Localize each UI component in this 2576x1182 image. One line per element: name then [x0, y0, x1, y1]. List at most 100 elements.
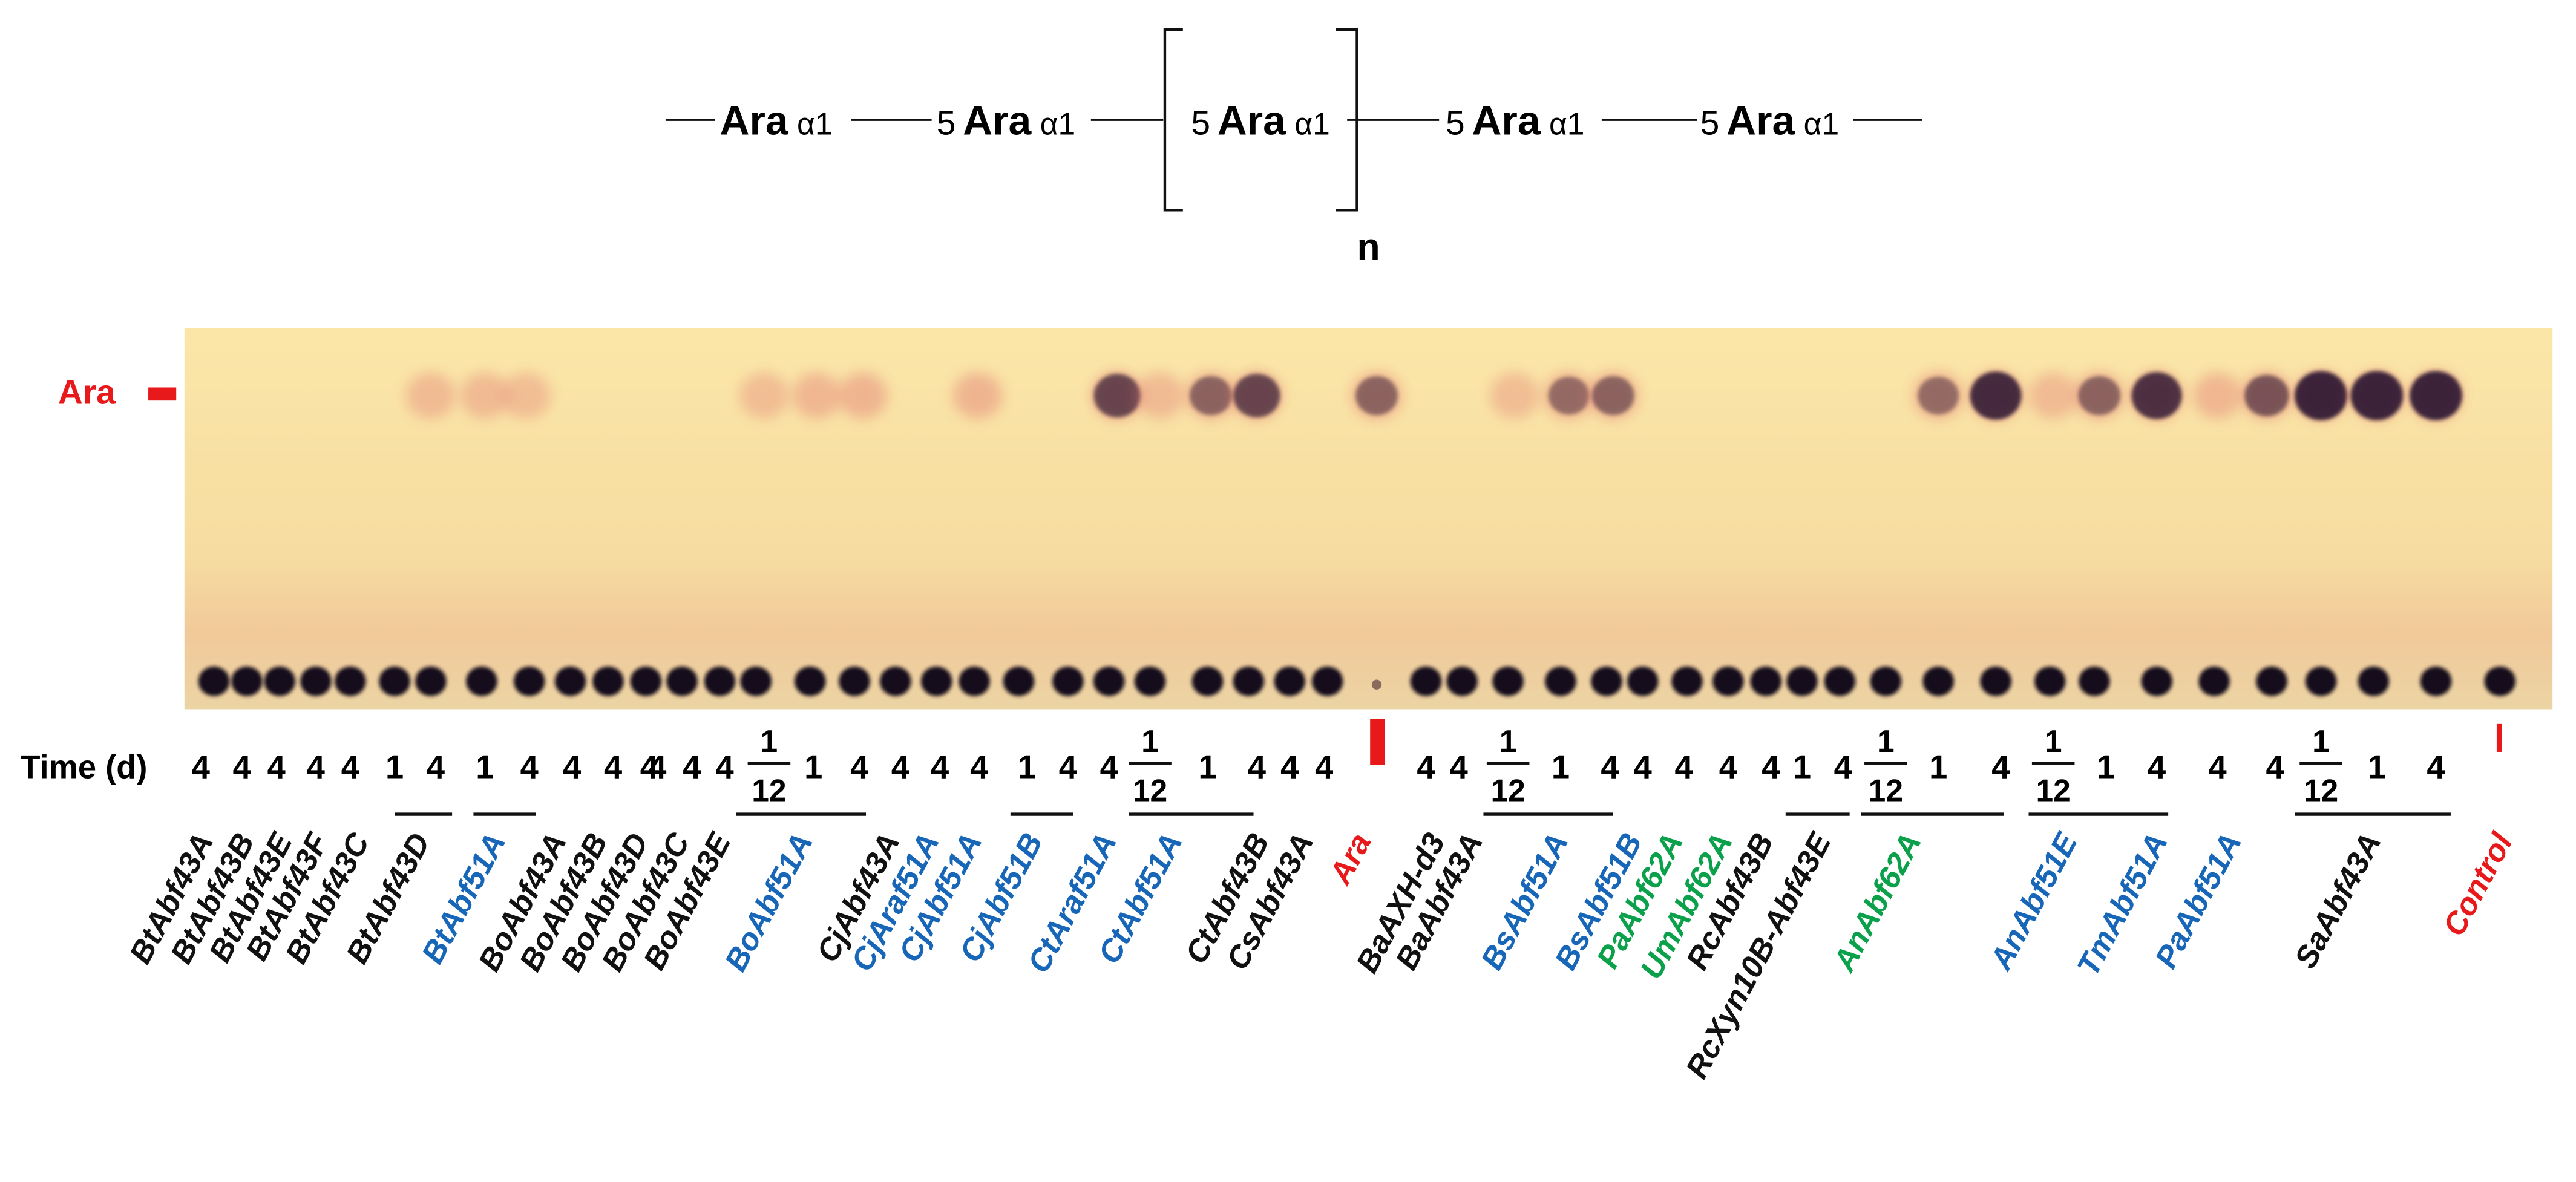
origin-spot — [1311, 666, 1343, 696]
time-value: 4 — [307, 748, 325, 785]
origin-spot — [839, 666, 870, 696]
residue: Ara — [963, 99, 1032, 144]
sample-labels: BtAbf43ABtAbf43BBtAbf43EBtAbf43FBtAbf43C… — [122, 826, 2520, 1084]
ara-spot-halo — [2028, 373, 2078, 419]
fraction-numerator: 1 — [1141, 723, 1159, 759]
ara-spot-halo — [501, 373, 551, 419]
ara-spot — [2244, 374, 2289, 417]
origin-spot — [1233, 666, 1265, 696]
origin-spot — [335, 666, 366, 696]
origin-spot — [704, 666, 736, 696]
origin-spot — [2141, 666, 2172, 696]
origin-spot — [1750, 666, 1782, 696]
origin-spot — [231, 666, 263, 696]
marker-bar — [148, 387, 177, 401]
ara-spot-halo — [1490, 373, 1539, 419]
sample-label: Ara — [1322, 827, 1378, 890]
ara-spot-halo — [739, 373, 789, 419]
time-value: 4 — [648, 748, 666, 785]
origin-spot — [2420, 666, 2452, 696]
origin-spot — [920, 666, 952, 696]
time-value: 1 — [1929, 748, 1947, 785]
origin-spot — [1371, 679, 1382, 690]
time-value: 1 — [804, 748, 822, 785]
time-value: 4 — [341, 748, 359, 785]
sample-label: AnAbf62A — [1826, 827, 1928, 978]
time-value: 4 — [1059, 748, 1077, 785]
origin-spot — [1591, 666, 1622, 696]
time-value: 1 — [2368, 748, 2386, 785]
linkage: α1 — [1294, 106, 1329, 142]
time-value: 4 — [2427, 748, 2445, 785]
time-value: 1 — [1198, 748, 1216, 785]
ara-spot — [1548, 376, 1590, 415]
ara-spot — [2295, 371, 2347, 420]
time-label: Time (d) — [20, 748, 147, 785]
origin-spot — [2034, 666, 2066, 696]
ara-spot-halo — [406, 373, 456, 419]
residue: Ara — [1218, 99, 1286, 144]
origin-spot — [415, 666, 447, 696]
time-value: 4 — [931, 748, 949, 785]
origin-spot — [794, 666, 826, 696]
origin-spot — [2358, 666, 2390, 696]
ara-spot — [2350, 371, 2404, 420]
origin-spot — [592, 666, 624, 696]
time-value: 4 — [1450, 748, 1468, 785]
fraction-denominator: 12 — [1869, 772, 1903, 808]
origin-spot — [466, 666, 497, 696]
time-value: 1 — [476, 748, 494, 785]
time-value: 4 — [2266, 748, 2284, 785]
origin-spot — [1712, 666, 1744, 696]
time-value: 4 — [1634, 748, 1652, 785]
origin-spot — [2305, 666, 2337, 696]
time-value: 4 — [520, 748, 539, 785]
origin-spot — [1824, 666, 1856, 696]
residue: Ara — [1726, 99, 1795, 144]
origin-spot — [1627, 666, 1659, 696]
ara-spot — [2078, 376, 2121, 416]
time-value: 4 — [1762, 748, 1780, 785]
time-value: 1 — [2097, 748, 2115, 785]
origin-spot — [2198, 666, 2230, 696]
linkage: α1 — [797, 106, 832, 142]
ara-lane-marker — [1370, 719, 1385, 765]
time-value: 1 — [385, 748, 404, 785]
origin-spot — [666, 666, 698, 696]
ara-spot — [1233, 374, 1280, 418]
linkage: α1 — [1549, 106, 1584, 142]
time-value: 1 — [1552, 748, 1570, 785]
time-value: 4 — [1834, 748, 1852, 785]
ara-spot — [1190, 376, 1232, 416]
fraction-numerator: 1 — [1499, 723, 1517, 759]
time-value: 4 — [233, 748, 251, 785]
origin-spot — [198, 666, 230, 696]
ara-spot-halo — [1135, 373, 1185, 419]
origin-spot — [740, 666, 772, 696]
origin-spot — [630, 666, 662, 696]
time-value: 4 — [1248, 748, 1266, 785]
ara-spot — [1591, 376, 1634, 416]
fraction-numerator: 1 — [2045, 723, 2062, 759]
origin-spot — [880, 666, 911, 696]
fraction-denominator: 12 — [2304, 772, 2338, 808]
fraction-denominator: 12 — [1133, 772, 1167, 808]
time-value: 4 — [192, 748, 210, 785]
time-value: 4 — [1991, 748, 2010, 785]
origin-spot — [1922, 666, 1954, 696]
time-value: 4 — [1100, 748, 1118, 785]
control-lane-marker — [2496, 723, 2502, 752]
position: 5 — [937, 104, 956, 143]
linkage: α1 — [1804, 106, 1839, 142]
origin-spot — [1134, 666, 1166, 696]
time-value: 4 — [1601, 748, 1619, 785]
ara-spot — [2131, 372, 2182, 419]
repeat-index: n — [1357, 226, 1380, 268]
origin-spot — [1492, 666, 1524, 696]
origin-spot — [2256, 666, 2287, 696]
fraction-numerator: 1 — [2312, 723, 2330, 759]
time-value: 4 — [1674, 748, 1693, 785]
ara-spot-halo — [2192, 373, 2243, 419]
ara-spot — [1918, 376, 1959, 415]
origin-spot — [1671, 666, 1703, 696]
